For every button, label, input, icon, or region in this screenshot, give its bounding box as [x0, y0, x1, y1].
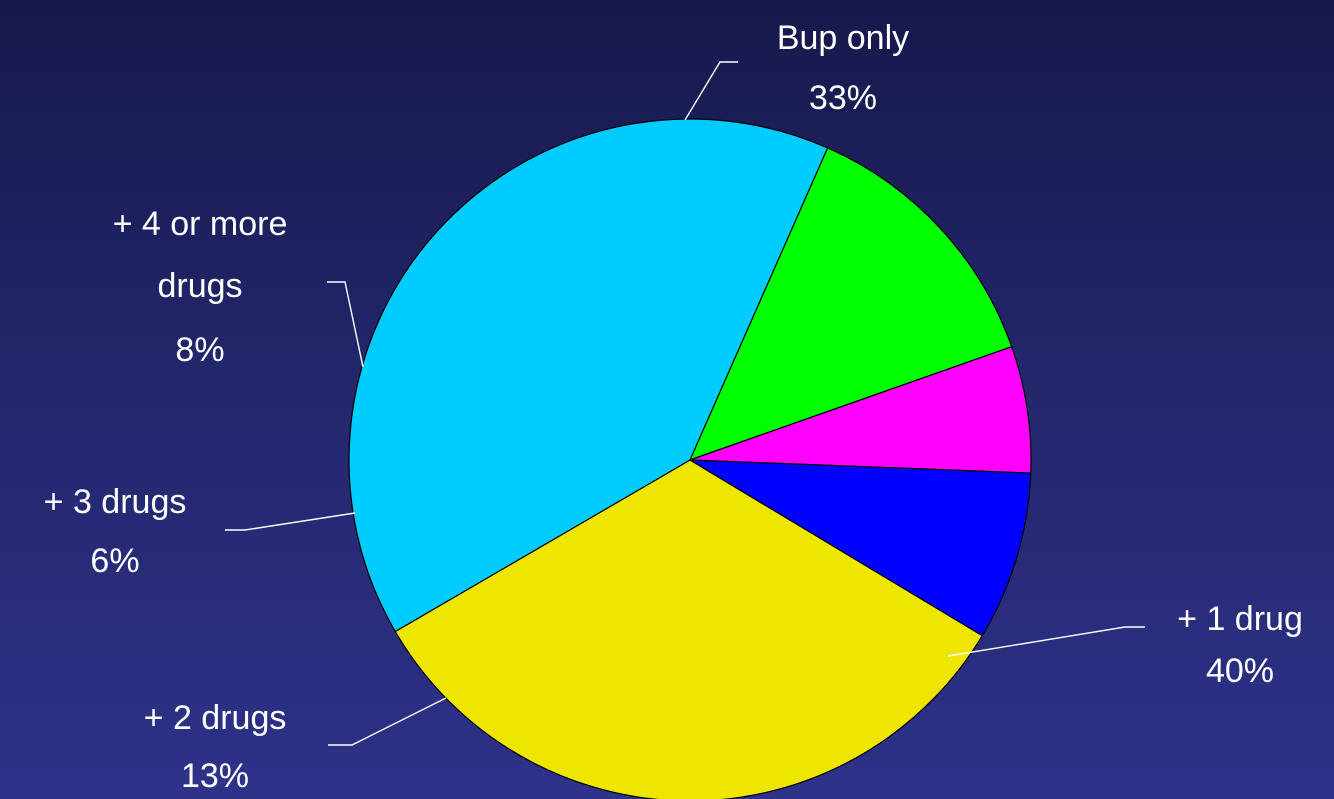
- pie-slice-2: [348, 118, 829, 633]
- pie-slices: [348, 118, 1032, 799]
- slice-value-label-5: 8%: [175, 331, 224, 369]
- leader-line-1: [684, 61, 738, 121]
- slice-category-label-5: drugs: [157, 267, 242, 305]
- leader-line-5: [327, 281, 364, 368]
- pie-slice-1: [394, 459, 984, 799]
- pie-slice-5: [689, 459, 1032, 637]
- slice-value-label-1: 33%: [809, 79, 877, 117]
- leader-line-4: [225, 512, 356, 531]
- slice-value-label-3: 13%: [181, 757, 249, 795]
- slice-value-label-4: 6%: [90, 542, 139, 580]
- slice-category-label-1: Bup only: [777, 19, 909, 57]
- slice-category-label-5: + 4 or more: [113, 205, 288, 243]
- leader-lines: [225, 61, 1145, 746]
- slice-category-label-2: + 1 drug: [1177, 600, 1303, 638]
- slice-category-label-4: + 3 drugs: [44, 483, 187, 521]
- pie-slice-3: [688, 147, 1013, 462]
- slice-category-label-3: + 2 drugs: [144, 699, 287, 737]
- slice-value-label-2: 40%: [1206, 652, 1274, 690]
- leader-line-2: [947, 626, 1145, 657]
- leader-line-3: [328, 697, 447, 746]
- slice-labels: Bup only 33% + 1 drug 40% + 2 drugs 13% + 3 dr…: [44, 19, 1303, 795]
- pie-slice-4: [689, 345, 1032, 474]
